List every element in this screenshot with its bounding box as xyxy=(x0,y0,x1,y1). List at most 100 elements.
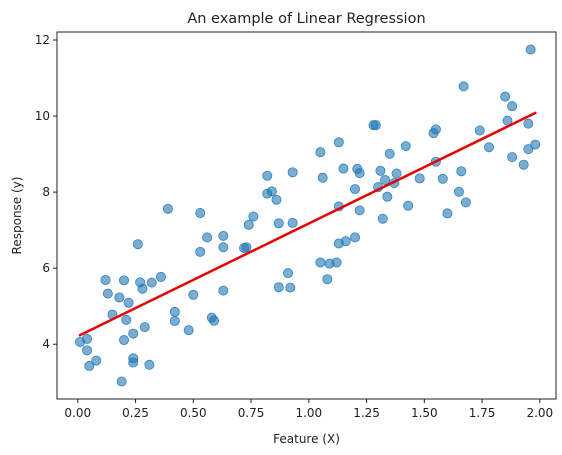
x-tick-label-8: 2.00 xyxy=(526,406,553,420)
regression-line-group xyxy=(78,111,537,337)
scatter-point-6 xyxy=(102,288,113,299)
scatter-point-60 xyxy=(338,163,349,174)
scatter-point-51 xyxy=(315,147,326,158)
scatter-point-5 xyxy=(100,274,111,285)
scatter-point-45 xyxy=(273,218,284,229)
scatter-point-43 xyxy=(266,186,277,197)
scatter-point-93 xyxy=(507,101,518,112)
scatter-point-96 xyxy=(523,144,534,155)
regression-line xyxy=(78,111,537,337)
x-tick-label-4: 1.00 xyxy=(295,406,322,420)
scatter-point-78 xyxy=(403,200,414,211)
scatter-point-13 xyxy=(123,297,134,308)
scatter-point-72 xyxy=(380,174,391,185)
scatter-point-79 xyxy=(414,173,425,184)
scatter-point-22 xyxy=(146,277,157,288)
scatter-point-1 xyxy=(82,333,93,344)
scatter-point-68 xyxy=(370,120,381,131)
scatter-point-34 xyxy=(218,230,229,241)
y-tick-label-2: 8 xyxy=(42,185,50,199)
scatter-point-62 xyxy=(350,184,361,195)
scatter-point-97 xyxy=(523,118,534,129)
y-tick-label-1: 6 xyxy=(42,261,50,275)
x-tick-label-6: 1.50 xyxy=(411,406,438,420)
scatter-point-35 xyxy=(218,242,229,253)
scatter-point-83 xyxy=(437,173,448,184)
scatter-point-16 xyxy=(128,357,139,368)
scatter-point-63 xyxy=(350,232,361,243)
scatter-point-89 xyxy=(474,125,485,136)
scatter-point-46 xyxy=(273,282,284,293)
scatter-point-33 xyxy=(209,315,220,326)
scatter-point-2 xyxy=(82,345,93,356)
scatter-point-36 xyxy=(218,285,229,296)
x-tick-label-5: 1.25 xyxy=(353,406,380,420)
y-tick-label-3: 10 xyxy=(35,109,50,123)
scatter-point-48 xyxy=(285,282,296,293)
scatter-point-84 xyxy=(442,208,453,219)
scatter-point-12 xyxy=(121,314,132,325)
scatter-point-61 xyxy=(340,236,351,247)
scatter-point-52 xyxy=(315,257,326,268)
scatter-point-44 xyxy=(271,194,282,205)
y-axis-ticks: 4 6 8 10 12 xyxy=(35,33,57,351)
scatter-point-20 xyxy=(139,322,150,333)
scatter-point-29 xyxy=(195,246,206,257)
scatter-point-71 xyxy=(377,213,388,224)
scatter-point-94 xyxy=(507,152,518,163)
x-tick-label-1: 0.25 xyxy=(122,406,149,420)
scatter-point-4 xyxy=(91,355,102,366)
scatter-point-66 xyxy=(354,205,365,216)
scatter-point-95 xyxy=(518,159,529,170)
y-tick-label-0: 4 xyxy=(42,337,50,351)
scatter-point-53 xyxy=(317,172,328,183)
scatter-point-28 xyxy=(188,289,199,300)
scatter-point-25 xyxy=(169,306,180,317)
scatter-point-10 xyxy=(119,275,130,286)
scatter-point-8 xyxy=(114,292,125,303)
scatter-point-87 xyxy=(458,81,469,92)
x-tick-label-3: 0.75 xyxy=(238,406,265,420)
scatter-point-17 xyxy=(132,239,143,250)
scatter-point-85 xyxy=(453,186,464,197)
scatter-point-65 xyxy=(354,168,365,179)
x-tick-label-0: 0.00 xyxy=(64,406,91,420)
scatter-point-88 xyxy=(460,197,471,208)
plot-frame xyxy=(56,31,557,400)
scatter-point-38 xyxy=(241,242,252,253)
scatter-point-49 xyxy=(287,167,298,178)
scatter-point-24 xyxy=(162,203,173,214)
scatter-point-74 xyxy=(384,148,395,159)
scatter-point-50 xyxy=(287,217,298,228)
scatter-point-31 xyxy=(202,232,213,243)
scatter-point-26 xyxy=(169,316,180,327)
scatter-point-30 xyxy=(195,208,206,219)
scatter-point-19 xyxy=(137,283,148,294)
x-tick-label-2: 0.50 xyxy=(180,406,207,420)
scatter-point-41 xyxy=(262,170,273,181)
scatter-point-86 xyxy=(456,166,467,177)
scatter-point-56 xyxy=(331,257,342,268)
scatter-point-81 xyxy=(430,124,441,135)
scatter-point-3 xyxy=(84,360,95,371)
scatter-point-99 xyxy=(530,139,541,150)
x-axis-label: Feature (X) xyxy=(273,432,340,446)
scatter-point-76 xyxy=(391,168,402,179)
y-axis-label: Response (y) xyxy=(10,177,24,255)
scatter-point-11 xyxy=(119,335,130,346)
scatter-point-9 xyxy=(116,376,127,387)
scatter-point-40 xyxy=(248,211,259,222)
scatter-point-90 xyxy=(483,142,494,153)
scatter-point-47 xyxy=(283,268,294,279)
scatter-point-27 xyxy=(183,325,194,336)
scatter-point-14 xyxy=(128,328,139,339)
scatter-point-73 xyxy=(382,191,393,202)
scatter-point-54 xyxy=(322,274,333,285)
y-tick-label-4: 12 xyxy=(35,33,50,47)
scatter-points xyxy=(75,44,541,387)
scatter-point-39 xyxy=(243,219,254,230)
scatter-point-23 xyxy=(155,271,166,282)
scatter-point-77 xyxy=(400,141,411,152)
x-tick-label-7: 1.75 xyxy=(469,406,496,420)
scatter-point-21 xyxy=(144,359,155,370)
